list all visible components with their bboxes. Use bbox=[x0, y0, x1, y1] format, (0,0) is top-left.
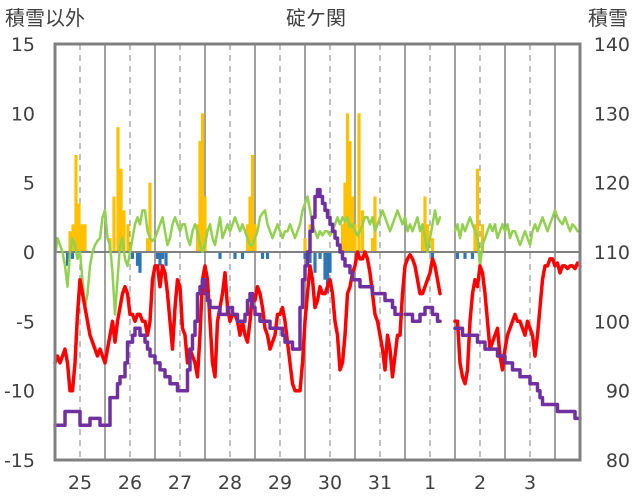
precip-bar bbox=[470, 252, 475, 259]
x-tick-label: 26 bbox=[118, 472, 142, 494]
x-tick-label: 25 bbox=[68, 472, 92, 494]
snowfall-bar bbox=[250, 154, 255, 252]
snow-depth-line bbox=[453, 326, 582, 421]
snowfall-bar bbox=[357, 113, 361, 252]
precip-bar bbox=[325, 252, 330, 294]
x-tick-label: 1 bbox=[424, 472, 436, 494]
right-tick-label: 100 bbox=[594, 311, 630, 333]
precip-bar bbox=[130, 252, 135, 259]
snowfall-bar bbox=[145, 238, 150, 252]
precip-bar bbox=[218, 252, 222, 259]
x-tick-label: 28 bbox=[218, 472, 242, 494]
left-tick-label: 0 bbox=[23, 242, 35, 264]
snowfall-bar bbox=[200, 113, 205, 252]
precip-bar bbox=[240, 252, 245, 259]
precip-bar bbox=[260, 252, 265, 259]
precip-bar bbox=[158, 252, 162, 266]
snowfall-bar bbox=[83, 224, 87, 252]
plot-frame bbox=[53, 42, 582, 462]
right-tick-label: 80 bbox=[606, 450, 630, 472]
x-tick-label: 2 bbox=[474, 472, 486, 494]
right-tick-label: 110 bbox=[594, 242, 630, 264]
precip-bar bbox=[463, 252, 467, 259]
snowfall-bar bbox=[303, 238, 307, 252]
snowfall-bar bbox=[343, 182, 347, 252]
snowfall-bar bbox=[119, 168, 123, 252]
right-tick-label: 130 bbox=[594, 103, 630, 125]
precip-bar bbox=[323, 252, 327, 280]
right-axis-label: 積雪 bbox=[588, 6, 628, 30]
left-tick-label: -5 bbox=[16, 311, 35, 333]
x-tick-label: 3 bbox=[524, 472, 536, 494]
right-tick-label: 90 bbox=[606, 381, 630, 403]
green-line-line bbox=[53, 195, 442, 316]
left-tick-label: 15 bbox=[11, 34, 35, 56]
left-tick-label: 10 bbox=[11, 103, 35, 125]
x-tick-label: 30 bbox=[318, 472, 342, 494]
precip-bar bbox=[70, 252, 75, 259]
snowfall-bar bbox=[116, 127, 120, 252]
left-axis-label: 積雪以外 bbox=[5, 6, 85, 30]
precip-bar bbox=[164, 252, 168, 266]
right-tick-label: 140 bbox=[594, 34, 630, 56]
precip-bar bbox=[155, 252, 160, 259]
precip-bar bbox=[328, 252, 332, 273]
snowfall-bar bbox=[420, 224, 425, 252]
snowfall-bar bbox=[122, 210, 126, 252]
x-tick-label: 31 bbox=[368, 472, 392, 494]
snowfall-bar bbox=[198, 141, 202, 252]
snowfall-bar bbox=[473, 224, 477, 252]
snowfall-bar bbox=[148, 182, 152, 252]
precip-bar bbox=[455, 252, 460, 259]
snowfall-bar bbox=[112, 196, 116, 252]
green-line-line bbox=[453, 209, 582, 268]
precip-bar bbox=[160, 252, 165, 259]
snowfall-bar bbox=[77, 203, 81, 252]
precip-bar bbox=[65, 252, 70, 266]
precip-bar bbox=[233, 252, 237, 259]
snow-depth-line bbox=[403, 305, 442, 324]
precip-bar bbox=[138, 252, 142, 273]
left-tick-label: 5 bbox=[23, 173, 35, 195]
precip-bar bbox=[318, 252, 322, 259]
left-tick-label: -10 bbox=[4, 381, 35, 403]
snowfall-bar bbox=[345, 113, 350, 252]
snowfall-bar bbox=[480, 224, 485, 252]
chart-title: 碇ケ関 bbox=[286, 6, 346, 30]
snowfall-bar bbox=[340, 224, 345, 252]
snowfall-bar bbox=[348, 141, 352, 252]
snowfall-bar bbox=[80, 224, 84, 252]
snowfall-bar bbox=[423, 196, 427, 252]
x-tick-label: 27 bbox=[168, 472, 192, 494]
precip-bar bbox=[313, 252, 317, 273]
snow-depth-line bbox=[53, 187, 402, 428]
precip-bar bbox=[430, 252, 435, 259]
precip-bar bbox=[303, 252, 307, 259]
line-series bbox=[53, 187, 582, 428]
snowfall-bar bbox=[68, 231, 72, 252]
snowfall-bar bbox=[430, 238, 435, 252]
snowfall-bar bbox=[425, 224, 430, 252]
snowfall-bar bbox=[475, 168, 480, 252]
snowfall-bar bbox=[203, 196, 207, 252]
snowfall-bar bbox=[360, 210, 365, 252]
x-tick-label: 29 bbox=[268, 472, 292, 494]
snowfall-bar bbox=[248, 196, 252, 252]
left-tick-label: -15 bbox=[4, 450, 35, 472]
precip-bar bbox=[265, 252, 270, 259]
right-tick-label: 120 bbox=[594, 173, 630, 195]
snowfall-bar bbox=[74, 154, 78, 252]
precip-bar bbox=[135, 252, 140, 266]
snowfall-bar bbox=[370, 238, 375, 252]
precip-bar bbox=[308, 252, 312, 264]
temperature-line bbox=[453, 257, 582, 386]
snowfall-bar bbox=[126, 224, 130, 252]
temperature-line bbox=[53, 250, 442, 393]
snowfall-bar bbox=[353, 224, 357, 252]
